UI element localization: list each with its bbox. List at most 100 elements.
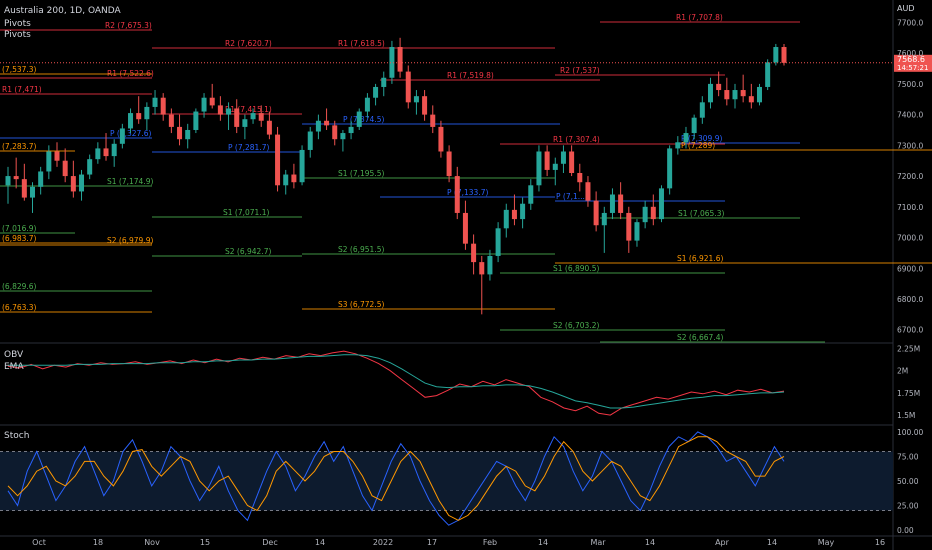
pivot-label: (6,829.6) (2, 282, 37, 291)
candle-body (160, 97, 166, 115)
candle-body (683, 133, 689, 143)
pivot-label: P (7,309.9) (681, 134, 722, 143)
candle-body (675, 142, 681, 149)
candle-body (422, 96, 428, 115)
candle-body (642, 206, 648, 223)
candle-body (111, 143, 117, 157)
y-tick-label: 6700.0 (897, 326, 923, 335)
x-tick-label: Nov (144, 538, 160, 547)
candle-body (250, 113, 256, 120)
candle-body (626, 212, 632, 241)
pivot-label: S1 (7,195.5) (338, 169, 384, 178)
candle-body (740, 90, 746, 97)
candle-body (536, 151, 542, 186)
candle-body (585, 182, 591, 201)
x-tick-label: 14 (315, 538, 325, 547)
candle-body (732, 90, 738, 100)
pivot-label: (7,283.7) (2, 142, 37, 151)
x-tick-label: Mar (590, 538, 606, 547)
candle-body (291, 174, 297, 183)
candle-body (773, 47, 779, 63)
obv-series-line (7, 350, 785, 416)
x-tick-label: Oct (32, 538, 46, 547)
candle-body (618, 194, 624, 213)
candle-body (495, 228, 501, 256)
candle-body (87, 159, 93, 175)
y-tick-label: 7500.0 (897, 80, 923, 89)
pivot-label: S1 (6,921.6) (677, 254, 723, 263)
x-tick-label: May (818, 538, 835, 547)
pivot-label: R2 (7,537) (560, 66, 600, 75)
candle-body (716, 83, 722, 91)
candle-body (397, 47, 403, 72)
y-tick-label: 7700.0 (897, 18, 923, 27)
candle-body (266, 120, 272, 135)
candle-body (79, 174, 85, 192)
pivot-label: (7,016.9) (2, 224, 37, 233)
y-tick-label: 7200.0 (897, 172, 923, 181)
candle-body (487, 255, 493, 275)
obv-series-line (8, 354, 785, 409)
pivot-label: S3 (6,772.5) (338, 300, 384, 309)
bar-countdown: 14:57:21 (897, 64, 928, 72)
x-tick-label: 2022 (373, 538, 393, 547)
candle-body (185, 129, 191, 140)
pivot-label: R1 (7,415.1) (225, 105, 272, 114)
indicator-label-pivots-2: Pivots (4, 30, 31, 40)
pivot-label: S1 (6,890.5) (553, 264, 599, 273)
obv-y-tick: 1.75M (897, 389, 920, 398)
stoch-band-fill (0, 451, 893, 511)
candle-body (544, 151, 550, 170)
candle-body (707, 83, 713, 103)
indicator-label-pivots-1: Pivots (4, 19, 31, 29)
x-tick-label: Dec (262, 538, 277, 547)
pivot-label: S1 (7,071.1) (223, 208, 269, 217)
candle-body (471, 243, 477, 263)
candle-body (756, 86, 762, 103)
pivot-label: S2 (6,703.2) (553, 321, 599, 330)
candle-body (128, 113, 134, 129)
x-tick-label: 18 (93, 538, 103, 547)
x-tick-label: 15 (200, 538, 210, 547)
stoch-series-line (7, 436, 785, 521)
candle-body (217, 105, 223, 115)
x-tick-label: 17 (427, 538, 437, 547)
candle-body (454, 176, 460, 213)
candle-body (62, 160, 68, 177)
candle-body (430, 114, 436, 127)
y-tick-label: 6800.0 (897, 295, 923, 304)
y-tick-label: 7100.0 (897, 203, 923, 212)
x-tick-label: 14 (538, 538, 548, 547)
x-tick-label: 16 (875, 538, 885, 547)
candle-body (38, 171, 44, 187)
candle-body (593, 200, 599, 226)
candle-body (781, 47, 787, 63)
obv-y-tick: 1.5M (897, 411, 915, 420)
pivot-label: R1 (7,471) (2, 85, 42, 94)
candle-body (234, 108, 240, 127)
pivot-label: R1 (7,307.4) (553, 135, 600, 144)
last-price-tag (894, 54, 932, 72)
candle-body (54, 151, 60, 161)
candle-body (699, 102, 705, 118)
pivot-label: P (7,374.5) (343, 115, 384, 124)
candle-body (46, 151, 52, 172)
pivot-label: S2 (6,951.5) (338, 245, 384, 254)
obv-title: OBV (4, 350, 24, 360)
pivot-label: S2 (6,979.9) (107, 236, 153, 245)
candle-body (373, 86, 379, 98)
candle-body (209, 97, 215, 106)
candle-body (691, 117, 697, 134)
candle-body (95, 148, 101, 160)
candle-body (479, 262, 485, 275)
candle-body (748, 96, 754, 103)
x-tick-label: Apr (715, 538, 730, 547)
stoch-y-tick: 50.00 (897, 477, 919, 486)
pivot-label: R2 (7,675.3) (105, 21, 152, 30)
candle-body (324, 120, 330, 126)
last-price-value: 7568.6 (897, 55, 925, 64)
candle-body (577, 173, 583, 183)
candle-body (560, 151, 566, 164)
candle-body (13, 176, 19, 180)
